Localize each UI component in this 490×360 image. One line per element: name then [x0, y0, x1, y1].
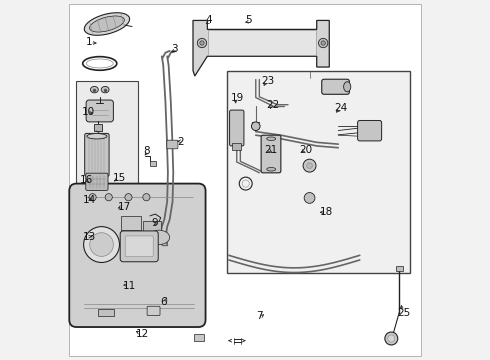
Text: 24: 24: [335, 103, 348, 113]
Circle shape: [304, 193, 315, 203]
Ellipse shape: [148, 230, 170, 244]
Text: 4: 4: [205, 15, 212, 26]
FancyBboxPatch shape: [125, 236, 153, 257]
Text: 13: 13: [83, 232, 96, 242]
Text: 18: 18: [320, 207, 334, 217]
Text: 21: 21: [265, 144, 278, 154]
Bar: [98, 309, 114, 316]
Ellipse shape: [343, 82, 351, 92]
Text: 7: 7: [256, 311, 262, 321]
Text: 8: 8: [143, 146, 149, 156]
Text: 11: 11: [123, 281, 136, 291]
FancyBboxPatch shape: [69, 184, 205, 327]
Bar: [122, 216, 141, 230]
Bar: [150, 161, 156, 166]
Bar: [95, 125, 101, 131]
Bar: [143, 221, 161, 234]
Circle shape: [318, 39, 328, 48]
Text: 14: 14: [83, 195, 96, 205]
Ellipse shape: [91, 86, 98, 93]
Circle shape: [84, 226, 120, 262]
Polygon shape: [208, 31, 316, 55]
Text: 15: 15: [112, 173, 125, 183]
Circle shape: [388, 335, 395, 342]
Bar: [155, 229, 161, 236]
Circle shape: [307, 163, 313, 168]
Ellipse shape: [101, 86, 109, 93]
Text: 16: 16: [79, 175, 93, 185]
FancyBboxPatch shape: [147, 306, 160, 316]
Text: 23: 23: [261, 76, 274, 86]
Text: 6: 6: [161, 297, 168, 307]
Polygon shape: [193, 21, 329, 76]
Circle shape: [321, 41, 325, 45]
Text: 17: 17: [118, 202, 131, 212]
Text: 2: 2: [177, 138, 183, 147]
FancyBboxPatch shape: [120, 231, 158, 262]
Circle shape: [303, 159, 316, 172]
Bar: [227, 71, 410, 273]
FancyBboxPatch shape: [230, 110, 244, 146]
FancyBboxPatch shape: [85, 134, 109, 176]
Ellipse shape: [267, 167, 276, 171]
Text: 20: 20: [299, 144, 312, 154]
Text: 12: 12: [136, 329, 149, 339]
Circle shape: [197, 39, 207, 48]
FancyBboxPatch shape: [69, 4, 421, 356]
Ellipse shape: [87, 134, 107, 139]
Ellipse shape: [84, 13, 129, 35]
FancyBboxPatch shape: [358, 121, 382, 141]
Circle shape: [105, 194, 112, 201]
Ellipse shape: [90, 16, 124, 32]
FancyBboxPatch shape: [322, 79, 349, 94]
Text: 19: 19: [231, 93, 244, 103]
Circle shape: [251, 122, 260, 131]
Bar: [76, 81, 139, 225]
Circle shape: [200, 41, 204, 45]
Circle shape: [125, 194, 132, 201]
FancyBboxPatch shape: [86, 100, 113, 122]
Text: 9: 9: [152, 218, 158, 228]
Text: 25: 25: [397, 308, 411, 318]
Circle shape: [385, 332, 398, 345]
Ellipse shape: [267, 137, 276, 140]
Bar: [232, 143, 241, 150]
Text: 3: 3: [172, 44, 178, 54]
Text: 22: 22: [267, 100, 280, 110]
Text: 5: 5: [245, 15, 252, 26]
Circle shape: [89, 194, 96, 201]
Circle shape: [90, 233, 113, 256]
Text: 10: 10: [82, 107, 95, 117]
Text: 1: 1: [85, 37, 92, 47]
Circle shape: [143, 194, 150, 201]
Bar: [194, 334, 204, 341]
FancyBboxPatch shape: [86, 173, 108, 190]
FancyBboxPatch shape: [167, 140, 178, 149]
FancyBboxPatch shape: [261, 135, 281, 173]
Bar: [395, 266, 403, 271]
